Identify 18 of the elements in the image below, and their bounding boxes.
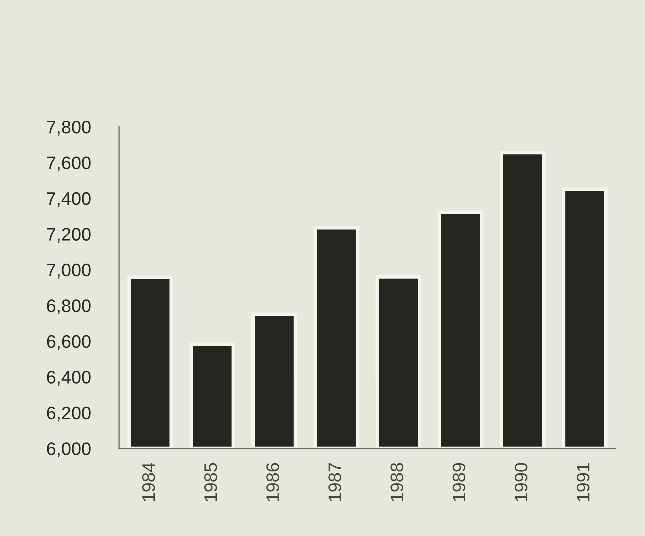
y-tick-label: 7,200 [47,228,91,244]
y-tick-label: 7,000 [47,264,91,279]
x-tick-label: 1987 [328,463,342,502]
x-tick-label: 1984 [142,463,156,502]
x-tick-label: 1986 [266,463,280,502]
y-tick-label: 6,200 [47,406,91,422]
x-tick-label: 1989 [452,463,466,502]
x-tick-label: 1991 [576,463,590,502]
x-tick-label: 1990 [514,463,528,502]
y-tick-label: 6,400 [47,371,91,386]
y-tick-label: 6,000 [47,442,91,458]
y-tick-label: 7,400 [47,192,91,208]
x-tick-label: 1985 [204,463,218,502]
y-tick-label: 7,800 [47,120,91,136]
y-tick-label: 6,600 [47,335,91,350]
y-tick-label: 6,800 [47,300,91,315]
y-tick-label: 7,600 [47,156,91,172]
x-tick-label: 1988 [390,463,404,502]
